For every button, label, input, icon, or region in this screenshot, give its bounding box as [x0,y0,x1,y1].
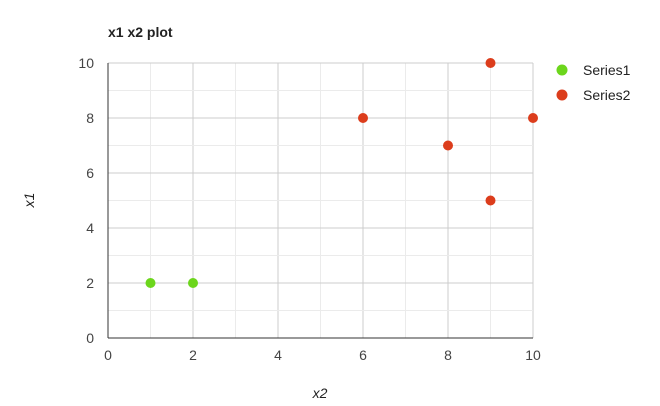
y-tick-label: 4 [86,220,94,236]
x-tick-label: 4 [274,347,282,363]
data-point-series1 [145,278,156,288]
x-tick-label: 6 [359,347,367,363]
data-point-series2 [485,58,496,68]
x-axis-label: x2 [312,385,328,401]
data-points [145,58,538,288]
x-tick-label: 8 [444,347,452,363]
legend: Series1 Series2 [556,62,631,103]
legend-label-series1: Series1 [583,62,631,78]
y-tick-label: 8 [86,110,94,126]
y-axis-label: x1 [21,193,37,209]
data-point-series2 [443,140,453,151]
y-tick-label: 10 [78,55,94,71]
data-point-series2 [528,113,538,123]
y-tick-label: 2 [86,275,94,291]
x-tick-label: 0 [104,347,112,363]
data-point-series2 [358,113,368,123]
data-point-series2 [485,195,496,206]
x-tick-label: 2 [189,347,197,363]
x-tick-label: 10 [525,347,541,363]
y-tick-label: 6 [86,165,94,181]
y-tick-label: 0 [86,330,94,346]
grid [107,62,534,339]
legend-marker-series2 [556,89,568,101]
chart-title: x1 x2 plot [108,24,173,40]
tick-labels: 0 2 4 6 8 10 0 2 4 6 8 10 [78,55,541,363]
legend-label-series2: Series2 [583,87,631,103]
data-point-series1 [188,278,198,288]
legend-marker-series1 [556,64,568,76]
